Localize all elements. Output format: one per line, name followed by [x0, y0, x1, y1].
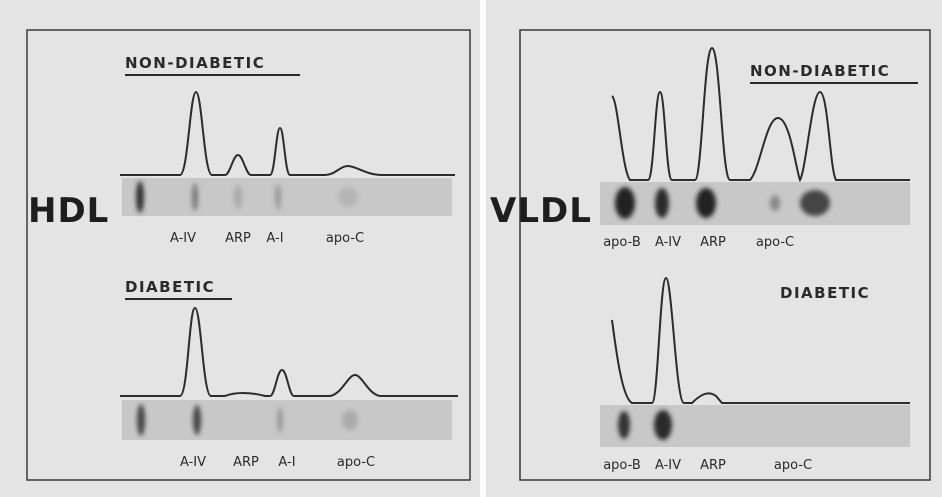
band-label: A-IV [180, 455, 206, 470]
section-heading: NON-DIABETIC [750, 62, 890, 80]
band-label: A-IV [655, 235, 681, 250]
band-label: apo-B [603, 458, 641, 473]
band-label: ARP [233, 455, 259, 470]
band-label: apo-C [337, 455, 375, 470]
gel-strip [122, 400, 452, 440]
figure: HDL NON-DIABETIC A-IV ARP A-I apo-C DIAB… [0, 0, 942, 497]
band-label: apo-B [603, 235, 641, 250]
band-label: ARP [700, 458, 726, 473]
panel-title: HDL [28, 191, 109, 231]
band-label: A-IV [655, 458, 681, 473]
band-label: ARP [225, 231, 251, 246]
gel-strip [122, 178, 452, 216]
section-heading: DIABETIC [125, 278, 215, 296]
section-heading: NON-DIABETIC [125, 54, 265, 72]
band-label: apo-C [756, 235, 794, 250]
panel-title: VLDL [490, 191, 592, 231]
gel-strip [600, 405, 910, 447]
band-label: A-I [266, 231, 283, 246]
section-heading: DIABETIC [780, 284, 870, 302]
band-label: A-I [278, 455, 295, 470]
band-label: apo-C [326, 231, 364, 246]
band-label: apo-C [774, 458, 812, 473]
band-label: A-IV [170, 231, 196, 246]
band-label: ARP [700, 235, 726, 250]
gel-strip [600, 182, 910, 225]
